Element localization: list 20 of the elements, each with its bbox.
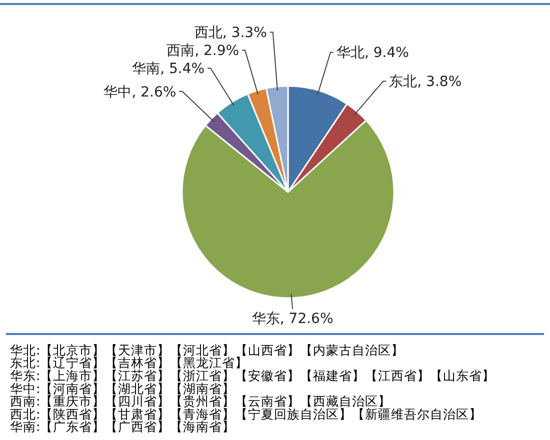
data-label: , 72.6%: [280, 310, 334, 327]
slice-label: 华东: [252, 310, 280, 327]
data-label: , 2.9%: [194, 43, 240, 60]
text: 华中:【河南省】【湖北省】【湖南省】: [10, 380, 236, 396]
slice-label: 西南: [166, 43, 195, 60]
text: 华南:【广东省】【广西省】【海南省】: [10, 419, 236, 434]
text: 东北:【辽宁省】【吉林省】【黑龙江省】: [10, 355, 248, 370]
data-label: , 3.8%: [417, 74, 462, 90]
text: 华东:【上海市】【江苏省】【浙江省】【安徽省】【福建省】【江西省】【山东省】: [10, 368, 496, 383]
slice-label: 华中: [104, 84, 132, 100]
slice-label: 东北: [389, 74, 418, 90]
data-label: , 2.6%: [132, 84, 176, 100]
slice-label: 西北: [194, 25, 222, 42]
data-label: , 5.4%: [160, 61, 205, 78]
slice-label: 华南: [132, 61, 160, 78]
data-label: , 9.4%: [364, 45, 409, 62]
data-label: , 3.3%: [222, 25, 267, 42]
text: 华北:【北京市】【天津市】【河北省】【山西省】【内蒙古自治区】: [10, 342, 404, 358]
text: 西南:【重庆市】【四川省】【贵州省】【云南省】【西藏自治区】: [10, 394, 392, 409]
slice-label: 华北: [336, 45, 364, 62]
